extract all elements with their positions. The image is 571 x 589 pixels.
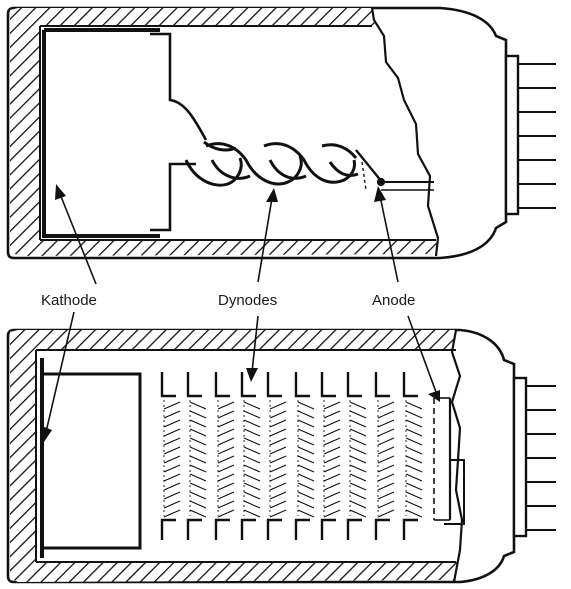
bottom-cutaway-edge <box>450 329 464 583</box>
dynode <box>402 372 423 540</box>
dynode <box>214 372 235 540</box>
top-helical-dynodes <box>184 140 359 187</box>
top-photocathode <box>42 30 160 238</box>
kathode-label: Kathode <box>41 292 97 309</box>
top-tube-wall <box>10 8 438 256</box>
dynode <box>346 372 367 540</box>
top-anode <box>355 149 434 191</box>
bottom-photocathode <box>44 372 142 550</box>
dynode <box>186 372 207 540</box>
top-cutaway-edge <box>370 7 440 257</box>
bottom-tube-envelope <box>6 328 516 584</box>
label-leaders <box>42 184 440 442</box>
dynode <box>266 372 287 540</box>
dynode <box>320 372 341 540</box>
bottom-linear-dynodes <box>160 372 423 540</box>
dynode <box>374 372 395 540</box>
top-tube <box>6 6 556 260</box>
bottom-tube <box>6 328 556 584</box>
top-focus-electrode <box>150 32 208 141</box>
top-base-pins <box>504 54 556 216</box>
top-tube-envelope <box>6 6 508 260</box>
dynodes-label: Dynodes <box>218 292 277 309</box>
dynode <box>294 372 315 540</box>
dynode <box>240 372 261 540</box>
anode-label: Anode <box>372 292 415 309</box>
dynode <box>160 372 181 540</box>
bottom-anode <box>433 397 465 525</box>
bottom-base-pins <box>512 376 556 538</box>
